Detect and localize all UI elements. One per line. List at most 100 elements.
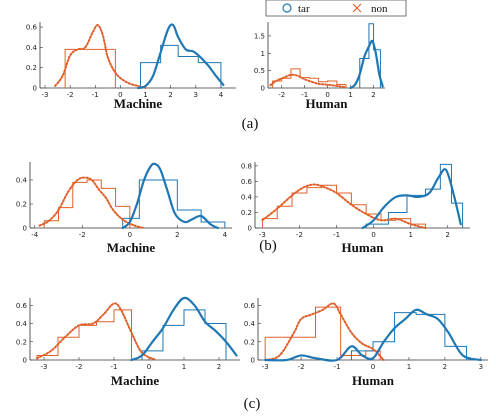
histogram-non <box>43 179 131 228</box>
density-curve-non <box>269 73 347 89</box>
x-tick-label: -3 <box>262 363 269 371</box>
density-curve-non <box>264 302 385 361</box>
y-tick-label: 0 <box>23 357 27 365</box>
density-curve-tar <box>121 162 219 230</box>
y-tick-label: 0.4 <box>16 177 28 185</box>
y-tick-label: 0 <box>261 85 265 93</box>
x-tick-label: -3 <box>41 363 48 371</box>
legend: tar non <box>265 0 407 17</box>
x-axis-label: Human <box>342 240 385 255</box>
density-curve-non <box>36 302 157 361</box>
x-tick-label: 4 <box>219 91 224 99</box>
x-axis-label: Machine <box>111 373 160 388</box>
panel-4: 0 0.2 0.4 0.6 0.8 -3 -2 -1 0 1 2 Human <box>241 162 470 255</box>
y-tick-label: 0.6 <box>16 302 28 310</box>
legend-label-non: non <box>371 3 388 15</box>
x-tick-label: 1 <box>348 91 352 99</box>
y-tick-label: 0 <box>23 225 27 233</box>
x-tick-label: -2 <box>296 231 303 239</box>
x-tick-label: 0 <box>118 91 122 99</box>
histogram-non <box>64 48 116 88</box>
y-tick-label: 0.4 <box>241 193 253 201</box>
x-tick-label: -2 <box>76 363 83 371</box>
y-tick-label: 0.2 <box>241 209 252 217</box>
x-tick-label: 1 <box>407 363 411 371</box>
y-tick-label: 0.2 <box>26 64 37 72</box>
x-tick-label: -2 <box>298 363 305 371</box>
x-tick-label: 0 <box>325 91 329 99</box>
x-axis-label: Machine <box>114 96 163 111</box>
x-tick-label: -1 <box>334 363 341 371</box>
y-tick-label: 0.8 <box>241 162 252 170</box>
density-curve-tar <box>136 23 225 90</box>
x-axis-label: Human <box>306 96 349 111</box>
y-tick-label: 0.4 <box>244 320 256 328</box>
density-curve-non <box>261 183 427 229</box>
legend-box <box>265 0 407 17</box>
y-tick-label: 1.5 <box>254 32 265 40</box>
x-tick-label: 2 <box>168 91 172 99</box>
x-tick-label: 1 <box>182 363 186 371</box>
y-tick-label: 1 <box>261 50 265 58</box>
x-tick-label: 2 <box>217 363 221 371</box>
tar-legend-marker-icon <box>282 3 292 13</box>
density-curve-tar <box>361 168 462 230</box>
x-tick-label: 3 <box>194 91 198 99</box>
x-tick-label: -2 <box>79 231 86 239</box>
x-tick-label: -3 <box>42 91 49 99</box>
y-tick-label: 0.4 <box>26 44 38 52</box>
x-tick-label: -2 <box>67 91 74 99</box>
histogram-tar <box>140 44 222 88</box>
row-caption-b: (b) <box>259 238 277 254</box>
x-tick-label: -1 <box>92 91 99 99</box>
legend-label-tar: tar <box>298 3 310 15</box>
panel-6: 0 0.2 0.4 0.6 -3 -2 -1 0 1 2 3 Human <box>244 298 488 388</box>
y-tick-label: 0 <box>248 225 252 233</box>
y-tick-label: 0.6 <box>26 24 38 32</box>
x-tick-label: 4 <box>223 231 228 239</box>
density-curve-non <box>54 24 147 89</box>
x-tick-label: -1 <box>333 231 340 239</box>
row-caption-c: (c) <box>244 396 261 412</box>
x-tick-label: -1 <box>111 363 118 371</box>
x-tick-label: 2 <box>371 91 375 99</box>
histogram-tar <box>350 312 467 360</box>
histogram-non <box>36 309 132 360</box>
y-tick-label: 0.5 <box>254 67 265 75</box>
panel-1: 0 0.2 0.4 0.6 -3 -2 -1 0 1 2 3 4 Machine <box>26 22 236 111</box>
non-legend-marker-icon <box>352 3 362 13</box>
x-tick-label: -4 <box>31 231 39 239</box>
panel-2: 0 0.5 1 1.5 -2 -1 0 1 2 Human <box>254 22 385 111</box>
histogram-tar <box>359 23 381 88</box>
y-tick-label: 0 <box>33 85 37 93</box>
density-curve-tar <box>349 39 384 90</box>
x-tick-label: -3 <box>259 231 266 239</box>
histogram-non <box>261 184 427 228</box>
x-tick-label: 2 <box>175 231 179 239</box>
x-tick-label: 0 <box>371 231 375 239</box>
row-captions: (a) (b) (c) <box>242 116 277 412</box>
y-tick-label: 0.2 <box>16 338 27 346</box>
x-axis-label: Human <box>352 373 395 388</box>
x-tick-label: 1 <box>143 91 147 99</box>
x-tick-label: 3 <box>479 363 483 371</box>
x-tick-label: 2 <box>443 363 447 371</box>
row-caption-a: (a) <box>242 116 259 132</box>
histogram-tar <box>365 163 464 228</box>
density-curve-non <box>38 176 146 229</box>
histogram-tar <box>141 309 227 360</box>
y-tick-label: 0.4 <box>16 320 28 328</box>
panel-5: 0 0.2 0.4 0.6 -3 -2 -1 0 1 2 Machine <box>16 296 240 388</box>
density-curve-tar <box>130 296 238 362</box>
x-tick-label: -1 <box>301 91 308 99</box>
y-tick-label: 0.6 <box>244 302 256 310</box>
panel-3: 0 0.2 0.4 -4 -2 0 2 4 Machine <box>16 162 232 255</box>
x-tick-label: 1 <box>408 231 412 239</box>
x-tick-label: 0 <box>147 363 151 371</box>
x-axis-label: Machine <box>107 240 156 255</box>
y-tick-label: 0.2 <box>244 338 255 346</box>
x-tick-label: -2 <box>278 91 285 99</box>
x-tick-label: 2 <box>446 231 450 239</box>
